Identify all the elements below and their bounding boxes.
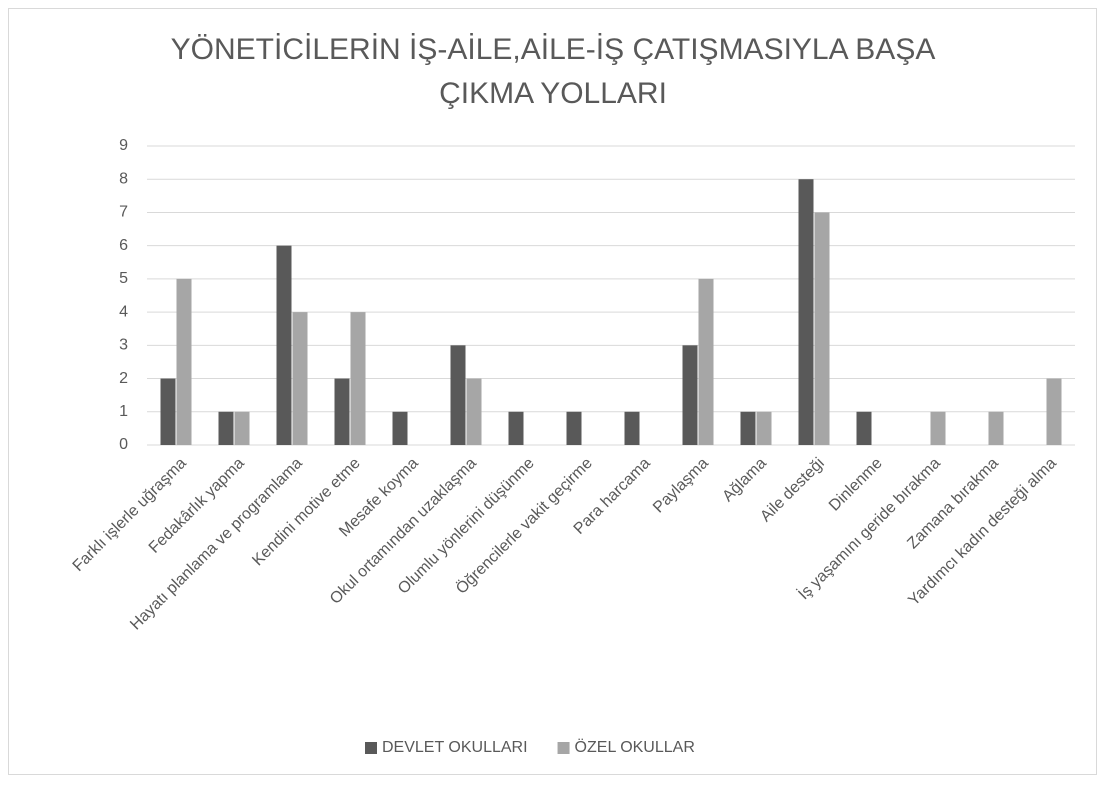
bar [218,411,234,445]
bar [682,345,698,445]
y-tick-label: 3 [119,337,128,354]
bar [292,312,308,445]
bar [234,411,250,445]
bar [1046,378,1062,445]
bar [276,245,292,445]
y-tick-label: 9 [119,137,128,154]
bar [334,378,350,445]
chart-frame [8,8,1097,775]
x-tick-label: Kendini motive etme [249,455,364,570]
bar [756,411,772,445]
bar [566,411,582,445]
bar [798,179,814,445]
legend-label: ÖZEL OKULLAR [575,738,695,756]
bar [988,411,1004,445]
x-tick-label: Farklı işlerle uğraşma [70,455,190,575]
bar [450,345,466,445]
bar [176,278,192,445]
y-tick-label: 8 [119,170,128,187]
legend-swatch [365,742,377,754]
bar [160,378,176,445]
y-tick-label: 2 [119,370,128,387]
y-tick-label: 6 [119,237,128,254]
bar [466,378,482,445]
bar [698,278,714,445]
y-tick-label: 5 [119,270,128,287]
bar [624,411,640,445]
bar [814,212,830,445]
y-tick-label: 4 [119,303,128,320]
bar [350,312,366,445]
x-tick-label: Ağlama [719,455,769,505]
y-tick-label: 0 [119,436,128,453]
y-tick-label: 1 [119,403,128,420]
bar [930,411,946,445]
bar [508,411,524,445]
bar [392,411,408,445]
x-tick-label: Dinlenme [826,455,886,515]
bar [856,411,872,445]
bar [740,411,756,445]
chart-title: YÖNETİCİLERİN İŞ-AİLE,AİLE-İŞ ÇATIŞMASIY… [170,33,936,110]
legend-swatch [557,742,570,754]
y-tick-label: 7 [119,204,128,221]
legend-label: DEVLET OKULLARI [382,739,528,756]
x-tick-label: Paylaşma [650,455,712,517]
